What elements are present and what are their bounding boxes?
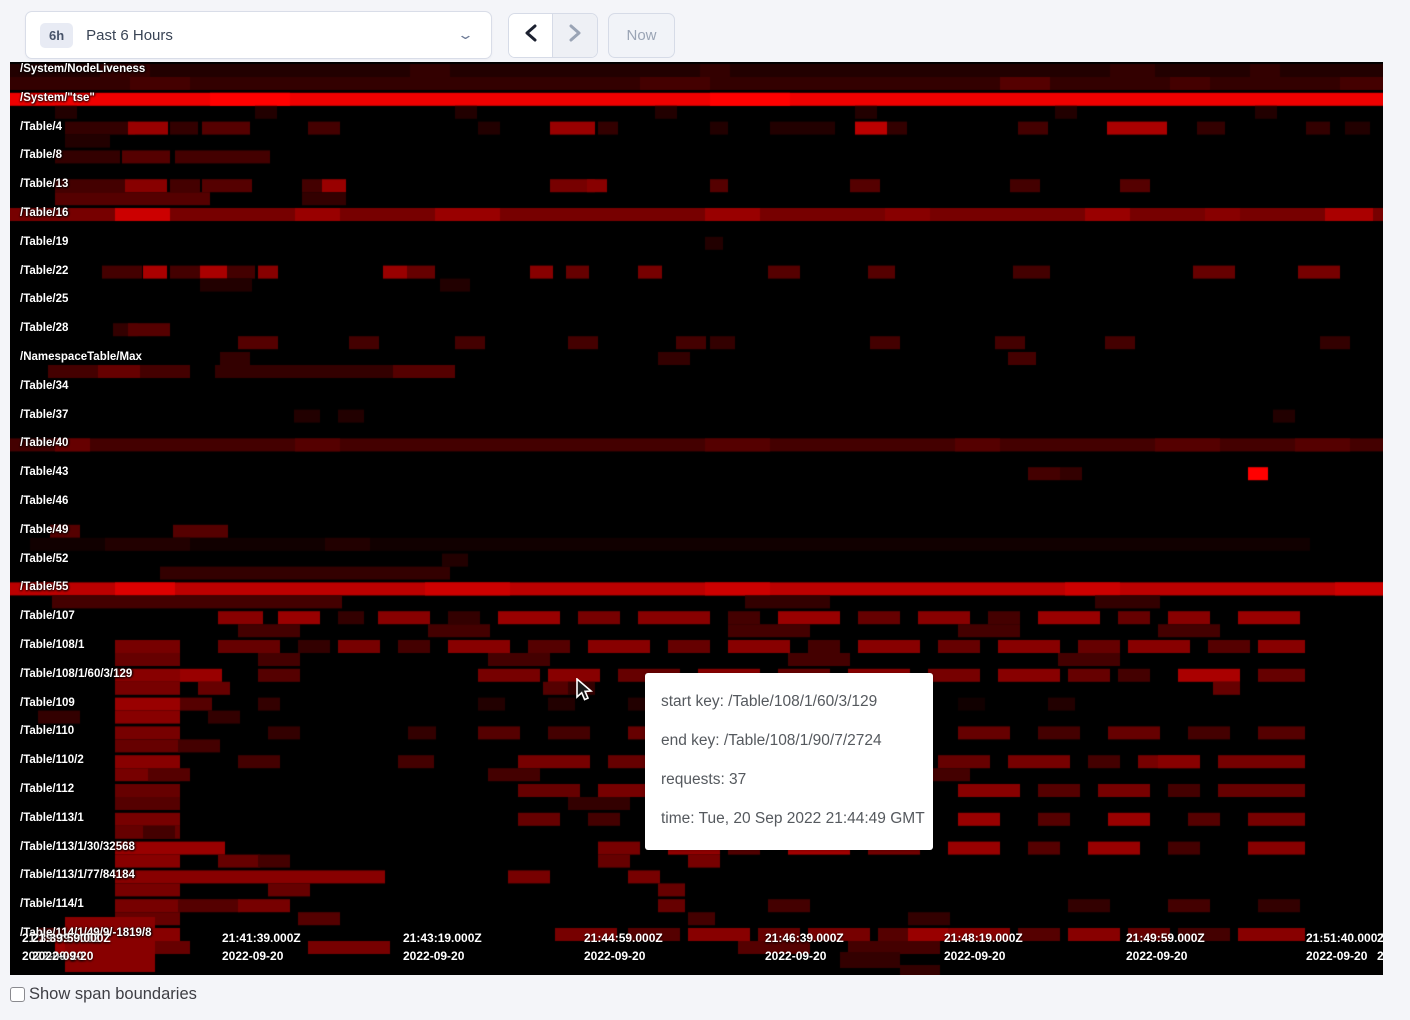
tooltip-start-key: start key: /Table/108/1/60/3/129 bbox=[661, 693, 878, 710]
chevron-down-icon: ⌄ bbox=[456, 27, 475, 42]
cell-tooltip: start key: /Table/108/1/60/3/129 end key… bbox=[645, 673, 933, 850]
show-span-boundaries-checkbox[interactable] bbox=[10, 987, 25, 1002]
time-range-label: Past 6 Hours bbox=[86, 26, 173, 44]
tooltip-requests: requests: 37 bbox=[661, 771, 747, 788]
show-span-boundaries-label: Show span boundaries bbox=[29, 985, 197, 1003]
chevron-right-icon bbox=[569, 24, 582, 47]
chevron-left-icon bbox=[524, 24, 537, 47]
time-range-badge: 6h bbox=[40, 22, 74, 48]
time-nav-group bbox=[508, 13, 598, 58]
show-span-boundaries[interactable]: Show span boundaries bbox=[10, 985, 197, 1004]
tooltip-end-key: end key: /Table/108/1/90/7/2724 bbox=[661, 732, 882, 749]
now-button[interactable]: Now bbox=[608, 13, 675, 58]
time-range-select[interactable]: 6h Past 6 Hours ⌄ bbox=[25, 11, 492, 59]
key-visualizer: /System/NodeLiveness/System/"tse"/Table/… bbox=[10, 62, 1383, 975]
tooltip-time: time: Tue, 20 Sep 2022 21:44:49 GMT bbox=[661, 810, 925, 827]
forward-button[interactable] bbox=[553, 14, 597, 57]
back-button[interactable] bbox=[509, 14, 553, 57]
